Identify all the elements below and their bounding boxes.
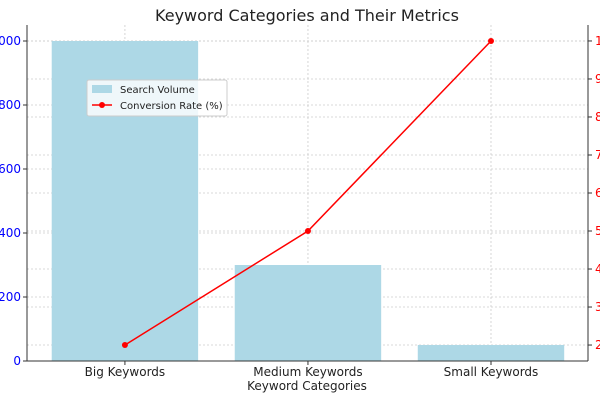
x-tick-label: Small Keywords: [444, 365, 539, 379]
x-tick-label: Big Keywords: [85, 365, 166, 379]
left-tick-label: 0: [13, 354, 21, 368]
right-tick-label: 5: [595, 224, 600, 238]
left-tick-label: 600: [0, 162, 21, 176]
conversion-rate-point: [304, 228, 311, 235]
right-tick-label: 3: [595, 300, 600, 314]
right-tick-label: 7: [595, 148, 600, 162]
right-tick-label: 4: [595, 262, 600, 276]
bar-medium-keywords: [234, 265, 382, 361]
legend-swatch-search-volume: [92, 85, 112, 93]
legend-marker-conversion-rate: [99, 102, 105, 108]
right-tick-label: 8: [595, 110, 600, 124]
right-tick-label: 2: [595, 338, 600, 352]
legend-label-search-volume: Search Volume: [120, 85, 195, 96]
left-tick-label: 1000: [0, 34, 21, 48]
legend-label-conversion-rate: Conversion Rate (%): [120, 101, 223, 112]
chart-title: Keyword Categories and Their Metrics: [155, 6, 459, 25]
legend: Search Volume Conversion Rate (%): [86, 79, 228, 117]
bar-small-keywords: [417, 345, 565, 361]
left-tick-label: 800: [0, 98, 21, 112]
right-tick-label: 9: [595, 72, 600, 86]
conversion-rate-point: [487, 37, 494, 44]
left-tick-label: 200: [0, 290, 21, 304]
x-axis-label: Keyword Categories: [247, 379, 367, 393]
x-tick-label: Medium Keywords: [253, 365, 362, 379]
left-tick-label: 400: [0, 226, 21, 240]
conversion-rate-point: [121, 342, 128, 349]
right-tick-label: 10: [595, 34, 600, 48]
right-tick-label: 6: [595, 186, 600, 200]
